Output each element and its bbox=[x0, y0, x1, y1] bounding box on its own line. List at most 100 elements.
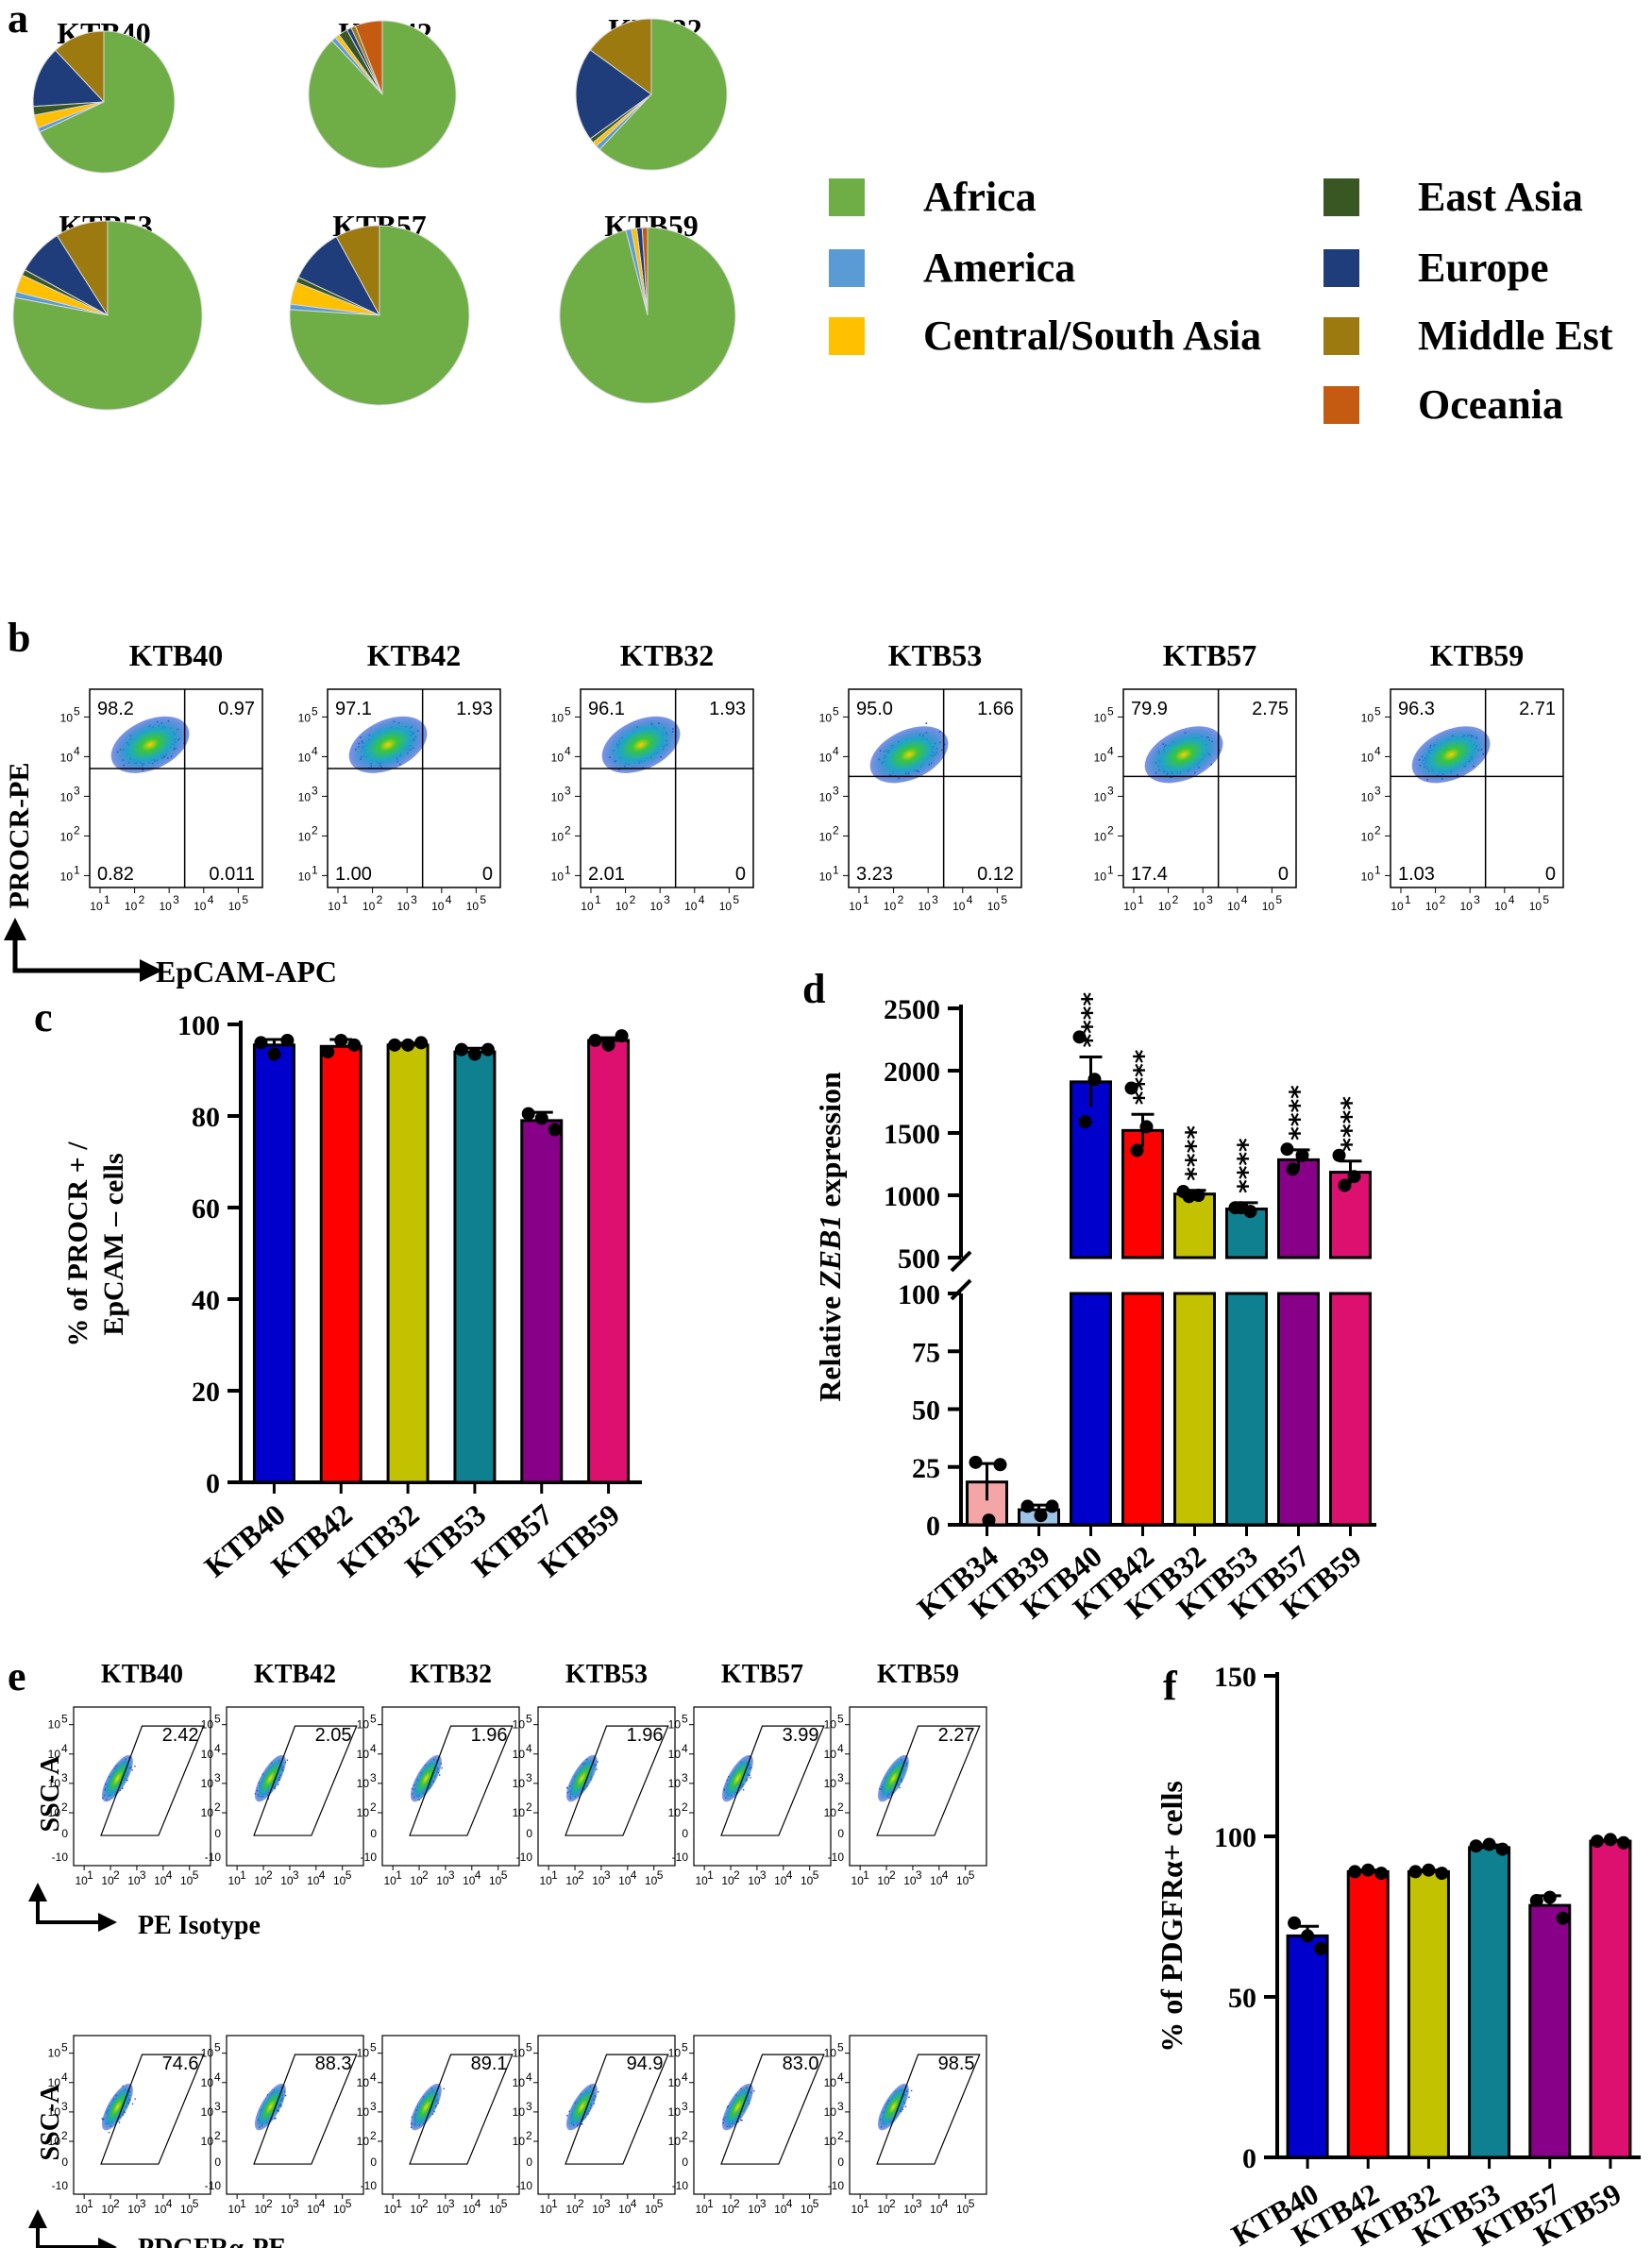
x-tick-exp: 4 bbox=[1509, 893, 1515, 906]
density-core bbox=[1144, 726, 1223, 784]
x-tick-exp: 4 bbox=[319, 1868, 326, 1882]
x-tick-label: 10 bbox=[650, 900, 664, 913]
y-tick-label: 0 bbox=[926, 1511, 940, 1542]
legend-swatch-africa bbox=[829, 178, 865, 216]
x-tick-exp: 2 bbox=[889, 1868, 896, 1882]
pie-slice-africa bbox=[308, 20, 457, 169]
data-point bbox=[1182, 1190, 1196, 1204]
y-tick-exp: 5 bbox=[682, 1713, 688, 1726]
pie-slice-europe bbox=[575, 49, 652, 140]
y-tick-label: 10 bbox=[668, 1748, 682, 1761]
arrow-up-icon bbox=[4, 918, 26, 940]
y-tick-exp: 3 bbox=[214, 1771, 221, 1784]
data-point bbox=[1087, 1073, 1102, 1087]
x-tick-label: 10 bbox=[1123, 900, 1137, 913]
flow-event bbox=[101, 2118, 103, 2120]
x-tick-exp: 1 bbox=[1405, 893, 1411, 906]
quadrant-ll-value: 3.23 bbox=[856, 864, 893, 885]
y-tick-label: 10 bbox=[298, 751, 312, 764]
y-tick-label: 80 bbox=[192, 1102, 220, 1133]
data-point bbox=[347, 1038, 362, 1052]
x-tick-exp: 1 bbox=[104, 893, 110, 906]
axis-break-mark bbox=[950, 1278, 972, 1301]
y-axis-label-line1: % of PROCR + / bbox=[62, 1141, 93, 1347]
y-tick-label: 10 bbox=[1361, 790, 1374, 803]
x-tick-label: 10 bbox=[581, 900, 594, 913]
y-tick-label: 100 bbox=[898, 1279, 940, 1310]
x-tick-label: 10 bbox=[903, 1874, 917, 1887]
pie-chart-KTB42: KTB42 bbox=[308, 16, 457, 169]
flow-event bbox=[108, 2131, 110, 2134]
x-tick-label: 10 bbox=[125, 900, 138, 913]
data-point bbox=[1130, 1143, 1144, 1158]
y-tick-label: 10 bbox=[824, 1718, 837, 1732]
y-tick-label-neg: -10 bbox=[205, 1851, 222, 1864]
y-tick-exp: 2 bbox=[1374, 823, 1381, 837]
flow-plot-title: KTB59 bbox=[877, 1660, 959, 1689]
x-tick-exp: 3 bbox=[173, 893, 179, 906]
y-tick-exp: 2 bbox=[833, 823, 839, 837]
y-tick-label: 10 bbox=[824, 1777, 837, 1790]
significance-stars: **** bbox=[1128, 1049, 1159, 1105]
data-point bbox=[601, 1038, 615, 1052]
y-tick-exp: 4 bbox=[61, 1742, 68, 1755]
x-tick-label: 10 bbox=[877, 1874, 890, 1887]
flow-event bbox=[286, 1759, 289, 1761]
y-tick-label: 10 bbox=[668, 1718, 682, 1732]
x-tick-label: 10 bbox=[592, 1874, 605, 1887]
y-tick-label: 10 bbox=[513, 1777, 526, 1790]
plot-frame bbox=[226, 1706, 364, 1867]
x-tick-label: 10 bbox=[695, 1874, 708, 1887]
x-tick-label: 10 bbox=[194, 900, 207, 913]
y-tick-label: 10 bbox=[819, 870, 833, 883]
x-tick-label: 10 bbox=[160, 900, 173, 913]
data-point bbox=[401, 1038, 415, 1052]
y-tick-exp: 2 bbox=[526, 1800, 532, 1814]
x-tick-exp: 5 bbox=[1542, 893, 1549, 906]
x-tick-exp: 2 bbox=[630, 893, 636, 906]
panel-d-label: d bbox=[802, 966, 825, 1012]
x-tick-exp: 2 bbox=[266, 1868, 273, 1882]
panel-c-label: c bbox=[34, 994, 53, 1040]
gate-value: 1.96 bbox=[627, 1725, 664, 1746]
y-tick-label: 10 bbox=[819, 790, 833, 803]
bar-KTB40-lower bbox=[1070, 1292, 1112, 1527]
data-point bbox=[1139, 1120, 1154, 1134]
quadrant-ll-value: 0.82 bbox=[97, 864, 134, 885]
x-tick-exp: 2 bbox=[113, 1868, 120, 1882]
y-tick-label: 25 bbox=[912, 1453, 940, 1484]
y-tick-label: 10 bbox=[60, 751, 74, 764]
panel-f-label: f bbox=[1163, 1663, 1178, 1709]
y-tick-label-neg: -10 bbox=[672, 1851, 689, 1864]
data-point bbox=[467, 1047, 481, 1061]
y-tick-label: 10 bbox=[1361, 830, 1374, 843]
data-point bbox=[414, 1036, 429, 1050]
y-tick-label-zero: 0 bbox=[61, 1827, 68, 1840]
y-tick-label: 0 bbox=[206, 1468, 220, 1499]
y-tick-label: 10 bbox=[357, 1777, 370, 1790]
y-tick-label: 10 bbox=[201, 1806, 214, 1819]
y-tick-exp: 5 bbox=[526, 1713, 532, 1726]
flow-event bbox=[597, 1761, 598, 1763]
panel-c-bar-chart: 020406080100KTB40KTB42KTB32KTB53KTB57KTB… bbox=[62, 1010, 642, 1583]
x-tick-exp: 1 bbox=[87, 1868, 93, 1882]
y-tick-label: 10 bbox=[201, 1777, 214, 1790]
x-tick-label: 10 bbox=[397, 900, 411, 913]
x-tick-label: 10 bbox=[539, 1874, 552, 1887]
y-axis-label-line2: EpCAM – cells bbox=[98, 1153, 129, 1335]
density-core bbox=[410, 1754, 442, 1802]
data-point bbox=[1034, 1509, 1048, 1523]
x-tick-exp: 5 bbox=[346, 1868, 352, 1882]
legend-label: Africa bbox=[923, 174, 1037, 220]
quadrant-ll-value: 17.4 bbox=[1131, 864, 1168, 885]
plot-frame bbox=[1122, 688, 1297, 888]
x-tick-exp: 3 bbox=[916, 1868, 922, 1882]
flow-event bbox=[899, 1786, 901, 1789]
y-tick-label: 10 bbox=[48, 1748, 61, 1761]
x-tick-exp: 1 bbox=[863, 893, 869, 906]
x-tick-label: 10 bbox=[987, 900, 1001, 913]
